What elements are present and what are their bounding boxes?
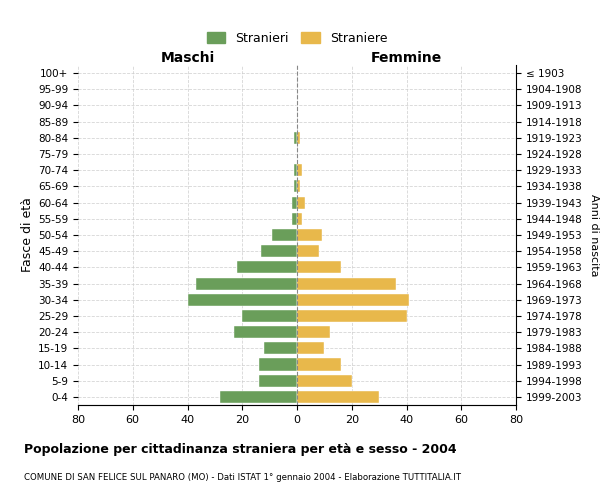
Bar: [297, 326, 330, 338]
Bar: [297, 245, 319, 258]
Bar: [220, 391, 297, 403]
Bar: [297, 229, 322, 241]
Bar: [262, 245, 297, 258]
Bar: [292, 196, 297, 208]
Bar: [187, 294, 297, 306]
Bar: [196, 278, 297, 289]
Bar: [272, 229, 297, 241]
Bar: [297, 342, 325, 354]
Y-axis label: Fasce di età: Fasce di età: [21, 198, 34, 272]
Bar: [294, 164, 297, 176]
Text: Popolazione per cittadinanza straniera per età e sesso - 2004: Popolazione per cittadinanza straniera p…: [24, 442, 457, 456]
Bar: [297, 278, 395, 289]
Bar: [259, 374, 297, 387]
Bar: [297, 374, 352, 387]
Bar: [237, 262, 297, 274]
Bar: [297, 164, 302, 176]
Text: COMUNE DI SAN FELICE SUL PANARO (MO) - Dati ISTAT 1° gennaio 2004 - Elaborazione: COMUNE DI SAN FELICE SUL PANARO (MO) - D…: [24, 472, 461, 482]
Y-axis label: Anni di nascita: Anni di nascita: [589, 194, 599, 276]
Text: Maschi: Maschi: [160, 51, 215, 65]
Bar: [234, 326, 297, 338]
Bar: [297, 196, 305, 208]
Bar: [292, 212, 297, 225]
Bar: [297, 391, 379, 403]
Bar: [297, 262, 341, 274]
Bar: [297, 132, 300, 144]
Bar: [297, 180, 300, 192]
Bar: [297, 212, 302, 225]
Bar: [259, 358, 297, 370]
Bar: [297, 310, 407, 322]
Bar: [297, 294, 409, 306]
Bar: [294, 132, 297, 144]
Text: Femmine: Femmine: [371, 51, 442, 65]
Bar: [297, 358, 341, 370]
Bar: [264, 342, 297, 354]
Bar: [242, 310, 297, 322]
Legend: Stranieri, Straniere: Stranieri, Straniere: [202, 27, 392, 50]
Bar: [294, 180, 297, 192]
